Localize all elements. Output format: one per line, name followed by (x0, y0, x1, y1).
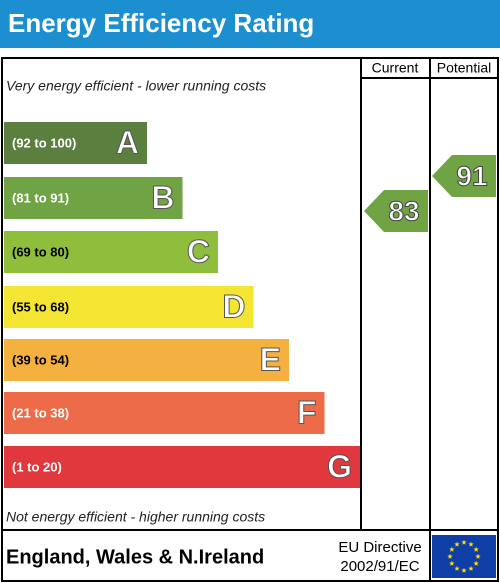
rating-value: 91 (456, 160, 487, 191)
star (447, 553, 453, 559)
rating-arrow (364, 190, 428, 232)
rating-arrow (432, 155, 496, 197)
flag-stars (447, 539, 481, 573)
band-bar (4, 339, 289, 381)
star (454, 565, 460, 571)
band-range: (81 to 91) (12, 190, 69, 205)
star (468, 541, 474, 547)
band-letter: D (222, 288, 245, 324)
rating-value: 83 (388, 195, 419, 226)
star (475, 553, 481, 559)
star (454, 541, 460, 547)
directive: EU Directive (338, 539, 421, 556)
band-range: (55 to 68) (12, 299, 69, 314)
band-range: (39 to 54) (12, 352, 69, 367)
band-bar (4, 122, 147, 164)
band-letter: F (297, 394, 317, 430)
star (461, 567, 467, 573)
star (473, 546, 479, 552)
band-bar (4, 446, 360, 488)
star (449, 560, 455, 566)
band-range: (21 to 38) (12, 405, 69, 420)
band-bar (4, 286, 254, 328)
band-bar (4, 231, 218, 273)
star (461, 539, 467, 545)
band-letter: A (116, 124, 139, 160)
band-range: (69 to 80) (12, 244, 69, 259)
header-bar (0, 0, 500, 48)
frame (1, 57, 499, 582)
band-letter: E (260, 341, 281, 377)
title: Energy Efficiency Rating (8, 8, 314, 38)
star (449, 546, 455, 552)
directive: 2002/91/EC (340, 558, 419, 575)
band-range: (92 to 100) (12, 135, 76, 150)
band-letter: B (151, 179, 174, 215)
top-note: Very energy efficient - lower running co… (6, 78, 266, 94)
band-letter: G (327, 448, 352, 484)
band-range: (1 to 20) (12, 459, 62, 474)
current-header: Current (372, 60, 419, 76)
band-letter: C (187, 233, 210, 269)
region: England, Wales & N.Ireland (6, 546, 264, 568)
band-bar (4, 177, 183, 219)
bottom-note: Not energy efficient - higher running co… (6, 509, 265, 525)
potential-header: Potential (437, 60, 491, 76)
eu-flag (432, 535, 496, 578)
band-bar (4, 392, 325, 434)
star (468, 565, 474, 571)
star (473, 560, 479, 566)
